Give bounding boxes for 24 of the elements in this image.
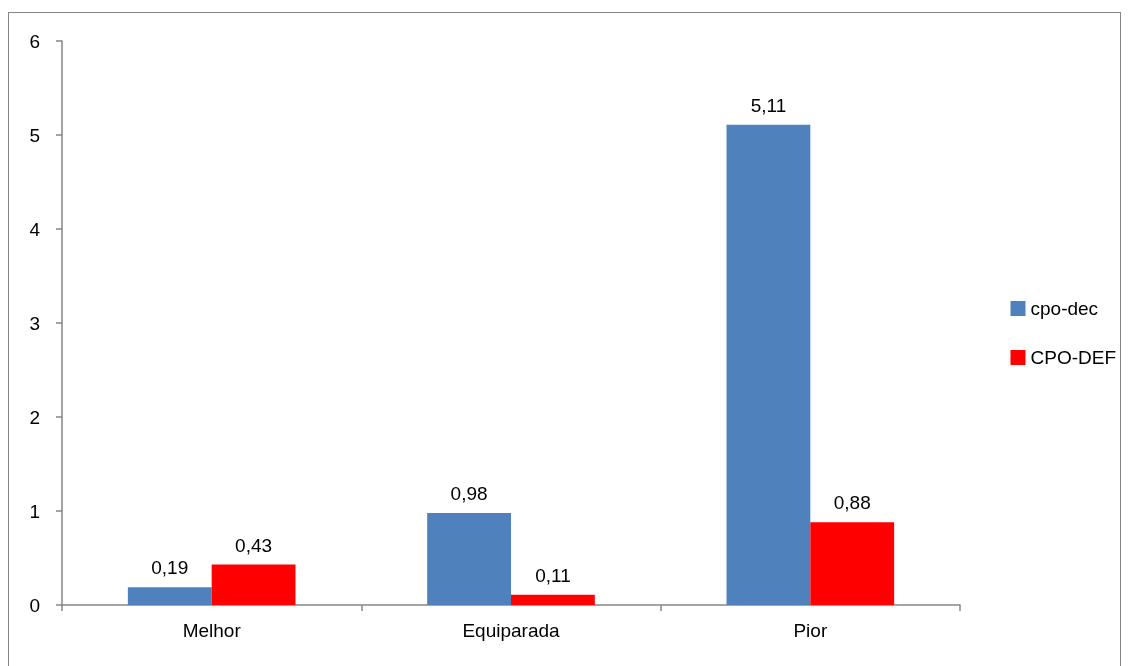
x-tick-label: Equiparada (462, 620, 561, 641)
x-tick-label: Melhor (182, 620, 242, 641)
bar (511, 594, 595, 605)
data-label: 0,19 (151, 557, 189, 579)
data-label: 0,88 (833, 492, 871, 514)
y-tick-label: 3 (29, 312, 40, 334)
y-tick-label: 1 (29, 500, 40, 522)
y-tick-label: 2 (29, 406, 40, 428)
y-tick-label: 6 (29, 30, 40, 52)
x-tick-label: Pior (793, 620, 828, 641)
data-label: 0,43 (235, 534, 273, 556)
y-tick-label: 0 (29, 594, 40, 616)
y-tick-label: 4 (29, 218, 41, 240)
bar (810, 522, 895, 605)
bar (726, 124, 811, 605)
y-tick-label: 5 (29, 124, 40, 146)
bar (427, 512, 511, 605)
data-label: 5,11 (750, 94, 787, 116)
legend-label: cpo-dec (1030, 298, 1099, 319)
bar (211, 564, 296, 605)
legend-label: CPO-DEF (1030, 347, 1116, 368)
data-label: 0,11 (535, 564, 571, 586)
bar (127, 587, 212, 605)
data-label: 0,98 (450, 482, 488, 504)
